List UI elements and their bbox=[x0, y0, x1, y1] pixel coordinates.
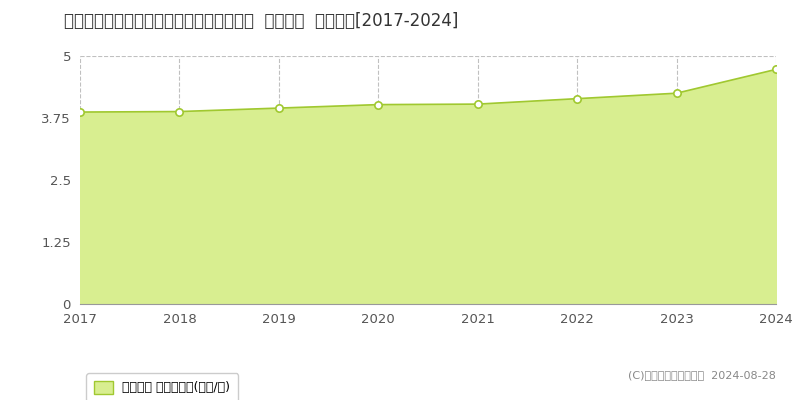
Text: (C)土地価格ドットコム  2024-08-28: (C)土地価格ドットコム 2024-08-28 bbox=[628, 370, 776, 380]
Point bbox=[273, 105, 286, 111]
Point bbox=[372, 102, 385, 108]
Point bbox=[570, 96, 583, 102]
Point bbox=[74, 109, 86, 115]
Text: 鳥取県米子市西福原７丁目１０６２番１外  地価公示  地価推移[2017-2024]: 鳥取県米子市西福原７丁目１０６２番１外 地価公示 地価推移[2017-2024] bbox=[64, 12, 458, 30]
Point bbox=[173, 108, 186, 115]
Point bbox=[670, 90, 683, 96]
Legend: 地価公示 平均坪単価(万円/坪): 地価公示 平均坪単価(万円/坪) bbox=[86, 373, 238, 400]
Point bbox=[770, 66, 782, 72]
Point bbox=[471, 101, 484, 107]
